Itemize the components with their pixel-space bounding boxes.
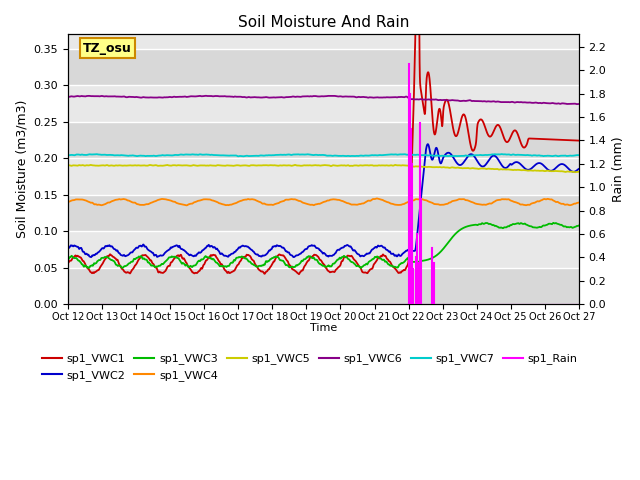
Bar: [68, 85, 579, 121]
Bar: [68, 34, 579, 48]
Bar: [68, 231, 579, 268]
Y-axis label: Rain (mm): Rain (mm): [612, 136, 625, 202]
Bar: [68, 121, 579, 158]
Bar: [68, 158, 579, 195]
Bar: [68, 48, 579, 85]
Bar: [68, 268, 579, 304]
Y-axis label: Soil Moisture (m3/m3): Soil Moisture (m3/m3): [15, 100, 28, 238]
X-axis label: Time: Time: [310, 324, 337, 333]
Legend: sp1_VWC1, sp1_VWC2, sp1_VWC3, sp1_VWC4, sp1_VWC5, sp1_VWC6, sp1_VWC7, sp1_Rain: sp1_VWC1, sp1_VWC2, sp1_VWC3, sp1_VWC4, …: [38, 349, 582, 385]
Title: Soil Moisture And Rain: Soil Moisture And Rain: [237, 15, 409, 30]
Text: TZ_osu: TZ_osu: [83, 41, 132, 55]
Bar: [68, 195, 579, 231]
